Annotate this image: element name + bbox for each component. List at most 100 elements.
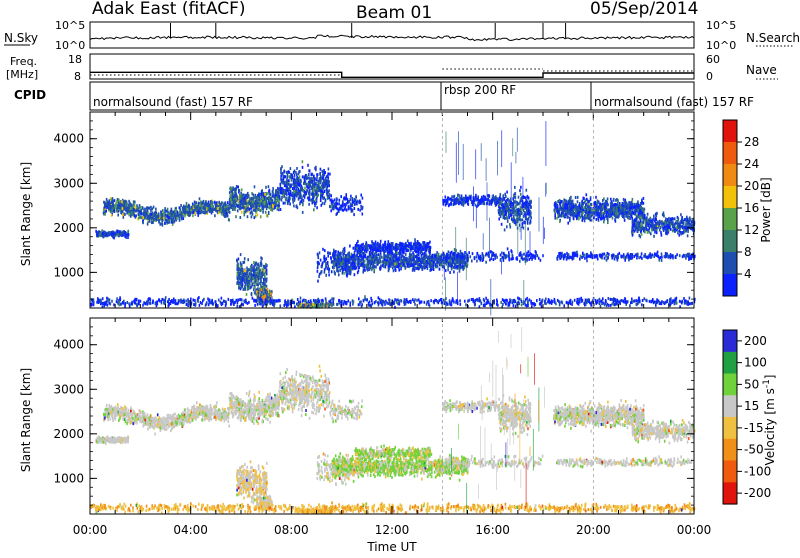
- data-pixel: [467, 263, 469, 266]
- data-pixel: [360, 263, 362, 266]
- data-pixel: [191, 206, 193, 209]
- data-pixel: [528, 210, 530, 213]
- data-pixel: [313, 194, 315, 197]
- data-pixel: [475, 198, 477, 201]
- data-pixel: [463, 260, 465, 263]
- freq-label-line1: Freq.: [10, 55, 37, 68]
- data-pixel: [426, 246, 428, 249]
- data-pixel: [243, 211, 245, 214]
- data-pixel: [446, 260, 448, 263]
- data-pixel: [236, 282, 238, 285]
- power-scatter: [90, 121, 695, 315]
- data-pixel: [364, 260, 366, 263]
- data-pixel: [463, 199, 465, 202]
- data-pixel: [259, 207, 261, 210]
- data-pixel: [228, 219, 230, 222]
- data-pixel: [454, 248, 456, 251]
- data-pixel: [364, 249, 366, 252]
- data-pixel: [348, 200, 350, 203]
- data-pixel: [357, 200, 359, 203]
- data-pixel: [371, 268, 373, 271]
- data-pixel: [105, 203, 107, 206]
- data-pixel: [249, 286, 251, 289]
- data-pixel: [506, 216, 508, 219]
- data-pixel: [238, 264, 240, 267]
- data-pixel: [324, 249, 326, 252]
- data-pixel: [241, 200, 243, 203]
- data-pixel: [274, 206, 276, 209]
- data-pixel: [394, 268, 396, 271]
- data-pixel: [322, 197, 324, 200]
- data-pixel: [461, 200, 463, 203]
- data-pixel: [327, 189, 329, 192]
- data-pixel: [504, 217, 506, 220]
- data-pixel: [304, 187, 306, 190]
- data-pixel: [389, 257, 391, 260]
- data-pixel: [526, 200, 528, 203]
- data-pixel: [503, 198, 505, 201]
- data-pixel: [322, 248, 324, 251]
- data-pixel: [497, 201, 499, 204]
- data-pixel: [231, 201, 233, 204]
- data-pixel: [104, 213, 106, 216]
- data-pixel: [122, 213, 124, 216]
- data-pixel: [526, 189, 528, 192]
- data-pixel: [416, 255, 418, 258]
- data-pixel: [120, 203, 122, 206]
- frequency-panel: Freq. [MHz] 18 8 60 0 Nave: [6, 53, 778, 83]
- data-pixel: [340, 195, 342, 198]
- data-pixel: [95, 230, 97, 233]
- data-pixel: [358, 266, 360, 269]
- data-pixel: [327, 185, 329, 188]
- data-pixel: [488, 194, 490, 197]
- data-pixel: [267, 215, 269, 218]
- data-pixel: [377, 260, 379, 263]
- data-pixel: [348, 268, 350, 271]
- data-pixel: [524, 211, 526, 214]
- data-pixel: [288, 187, 290, 190]
- data-pixel: [408, 243, 410, 246]
- data-pixel: [350, 203, 352, 206]
- data-pixel: [402, 243, 404, 246]
- data-pixel: [367, 256, 369, 259]
- data-pixel: [189, 205, 191, 208]
- data-pixel: [304, 196, 306, 199]
- data-pixel: [121, 200, 123, 203]
- data-pixel: [320, 168, 322, 171]
- data-pixel: [262, 268, 264, 271]
- data-pixel: [141, 216, 143, 219]
- data-pixel: [412, 251, 414, 254]
- data-pixel: [322, 177, 324, 180]
- data-pixel: [328, 273, 330, 276]
- data-pixel: [502, 204, 504, 207]
- data-pixel: [468, 203, 470, 206]
- data-pixel: [276, 201, 278, 204]
- data-pixel: [280, 168, 282, 171]
- data-pixel: [366, 250, 368, 253]
- data-pixel: [182, 208, 184, 211]
- data-pixel: [234, 194, 236, 197]
- data-pixel: [112, 199, 114, 202]
- data-pixel: [237, 277, 239, 280]
- freq-frame: [90, 54, 694, 79]
- data-pixel: [512, 203, 514, 206]
- freq-tick-8: 8: [74, 70, 81, 83]
- data-pixel: [377, 242, 379, 245]
- data-pixel: [240, 278, 242, 281]
- data-pixel: [277, 187, 279, 190]
- data-pixel: [511, 213, 513, 216]
- data-pixel: [306, 177, 308, 180]
- data-pixel: [270, 292, 272, 295]
- data-pixel: [259, 282, 261, 285]
- data-pixel: [344, 198, 346, 201]
- data-pixel: [152, 221, 154, 224]
- data-pixel: [255, 261, 257, 264]
- data-pixel: [244, 273, 246, 276]
- data-pixel: [189, 207, 191, 210]
- data-pixel: [320, 178, 322, 181]
- data-pixel: [392, 243, 394, 246]
- data-pixel: [245, 210, 247, 213]
- data-pixel: [192, 211, 194, 214]
- data-pixel: [393, 262, 395, 265]
- data-pixel: [325, 177, 327, 180]
